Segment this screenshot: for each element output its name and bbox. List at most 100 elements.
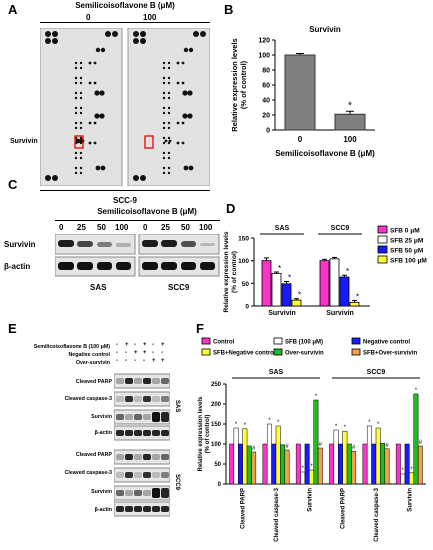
panel-c-treatment-label: Semilicoisoflavone B (μM) xyxy=(97,207,197,216)
treatment-sign: - xyxy=(116,358,118,364)
blot-band xyxy=(143,472,151,478)
array-spot xyxy=(112,31,118,37)
chart-d-y-tick-label: 100 xyxy=(238,258,249,265)
chart-b-y-label: (% of control) xyxy=(239,60,248,109)
cell-line-label-sas: SAS xyxy=(90,283,107,292)
chart-f-x-tick-label: Survivin xyxy=(407,488,413,512)
array-spot xyxy=(167,141,171,145)
array-spot xyxy=(75,138,81,144)
chart-d-group-label: SCC9 xyxy=(331,225,350,232)
array-dots xyxy=(45,31,206,181)
array-spot xyxy=(162,96,166,100)
chart-f-group-label: SCC9 xyxy=(367,369,386,376)
array-spot xyxy=(74,111,78,115)
chart-d-x-tick-label: Survivin xyxy=(326,310,354,317)
chart-d-significance: * xyxy=(288,274,291,283)
chart-f-bar xyxy=(271,443,277,485)
chart-d-y-label: (% of control) xyxy=(231,251,238,293)
chart-b-significance: * xyxy=(348,100,352,111)
blot-band xyxy=(152,378,160,384)
chart-f-bar xyxy=(333,429,339,485)
array-spot xyxy=(94,113,100,119)
chart-f-bar xyxy=(338,443,343,485)
blot-band xyxy=(134,454,142,460)
chart-f-significance: * xyxy=(415,388,418,394)
chart-f-bar xyxy=(404,443,410,485)
blot-band xyxy=(116,506,124,512)
array-spot xyxy=(79,166,83,170)
dose-label: 0 xyxy=(59,223,64,232)
array-spot xyxy=(140,175,146,181)
chart-f-significance: * xyxy=(235,422,238,428)
array-spot xyxy=(162,171,166,175)
chart-f-x-tick-label: Survivin xyxy=(307,488,313,512)
chart-d-x-tick-label: Survivin xyxy=(268,310,296,317)
blot-band xyxy=(134,430,142,436)
chart-d-legend-label: SFB 50 μM xyxy=(390,248,423,255)
array-spot xyxy=(182,90,188,96)
chart-f-bar xyxy=(251,451,257,485)
chart-f-significance: * xyxy=(244,423,247,429)
chart-f-legend-label: Negative control xyxy=(363,340,410,346)
chart-b-bar-group xyxy=(334,110,366,131)
array-spot xyxy=(162,61,166,65)
chart-f: Control SFB (100 μM) Negative control SFB+N… xyxy=(198,337,426,542)
chart-f-bar xyxy=(233,427,239,485)
chart-f-x-tick-label: Cleaved caspase-3 xyxy=(274,487,280,541)
treatment-label: Negative control xyxy=(68,352,110,358)
array-spot xyxy=(162,141,166,145)
chart-f-bar xyxy=(313,399,319,485)
array-spot xyxy=(133,31,139,37)
blot-band xyxy=(161,506,169,512)
chart-f-legend-swatch xyxy=(273,348,283,356)
array-spot xyxy=(99,90,105,96)
cell-line-label-sas: SAS xyxy=(174,400,180,413)
treatment-sign: - xyxy=(116,342,118,348)
blot-band xyxy=(143,414,151,420)
blot-band xyxy=(134,378,142,384)
chart-f-bar xyxy=(262,443,268,485)
array-spot xyxy=(162,106,166,110)
treatment-sign: - xyxy=(152,342,154,348)
array-spot xyxy=(74,81,78,85)
array-spot xyxy=(187,113,193,119)
blot-band xyxy=(125,396,133,402)
chart-f-y-tick-label: 250 xyxy=(211,382,222,388)
chart-f-significance: * xyxy=(268,418,271,424)
array-spot xyxy=(79,121,83,125)
chart-f-bar xyxy=(380,442,386,485)
chart-d-bar xyxy=(329,258,340,307)
array-spot xyxy=(167,66,171,70)
array-spot xyxy=(140,31,146,37)
chart-b-bar xyxy=(334,113,366,131)
array-spot xyxy=(168,139,172,143)
chart-f-y-tick-label: 0 xyxy=(218,482,222,488)
blot-band xyxy=(143,396,151,402)
blot-row-label-survivin: Survivin xyxy=(4,240,36,249)
dose-label: 50 xyxy=(97,223,106,232)
chart-f-significance: # xyxy=(285,444,289,450)
treatment-sign: + xyxy=(161,358,165,364)
array-spot xyxy=(176,141,180,145)
dose-label: 0 xyxy=(143,223,148,232)
array-spot xyxy=(167,106,171,110)
array-spot xyxy=(74,66,78,70)
array-spot xyxy=(88,81,92,85)
chart-f-significance: # xyxy=(419,440,423,446)
blot-band xyxy=(161,430,169,436)
chart-d-legend-label: SFB 100 μM xyxy=(390,258,427,265)
chart-f-legend-label: SFB (100 μM) xyxy=(285,340,323,346)
array-spot xyxy=(181,61,185,65)
chart-d-bar xyxy=(281,283,292,307)
array-spot xyxy=(167,126,171,130)
blot-band xyxy=(161,412,169,422)
blot-band xyxy=(152,454,160,460)
panel-a-treatment-label: Semilicoisoflavone B (μM) xyxy=(75,1,175,10)
blot-row-label: Cleaved PARP xyxy=(75,379,112,385)
array-spot xyxy=(79,81,83,85)
array-spot xyxy=(167,171,171,175)
blot-band xyxy=(161,396,169,402)
chart-f-legend-swatch xyxy=(351,348,361,356)
blot-row-label: β-actin xyxy=(94,507,112,513)
array-spot xyxy=(162,66,166,70)
